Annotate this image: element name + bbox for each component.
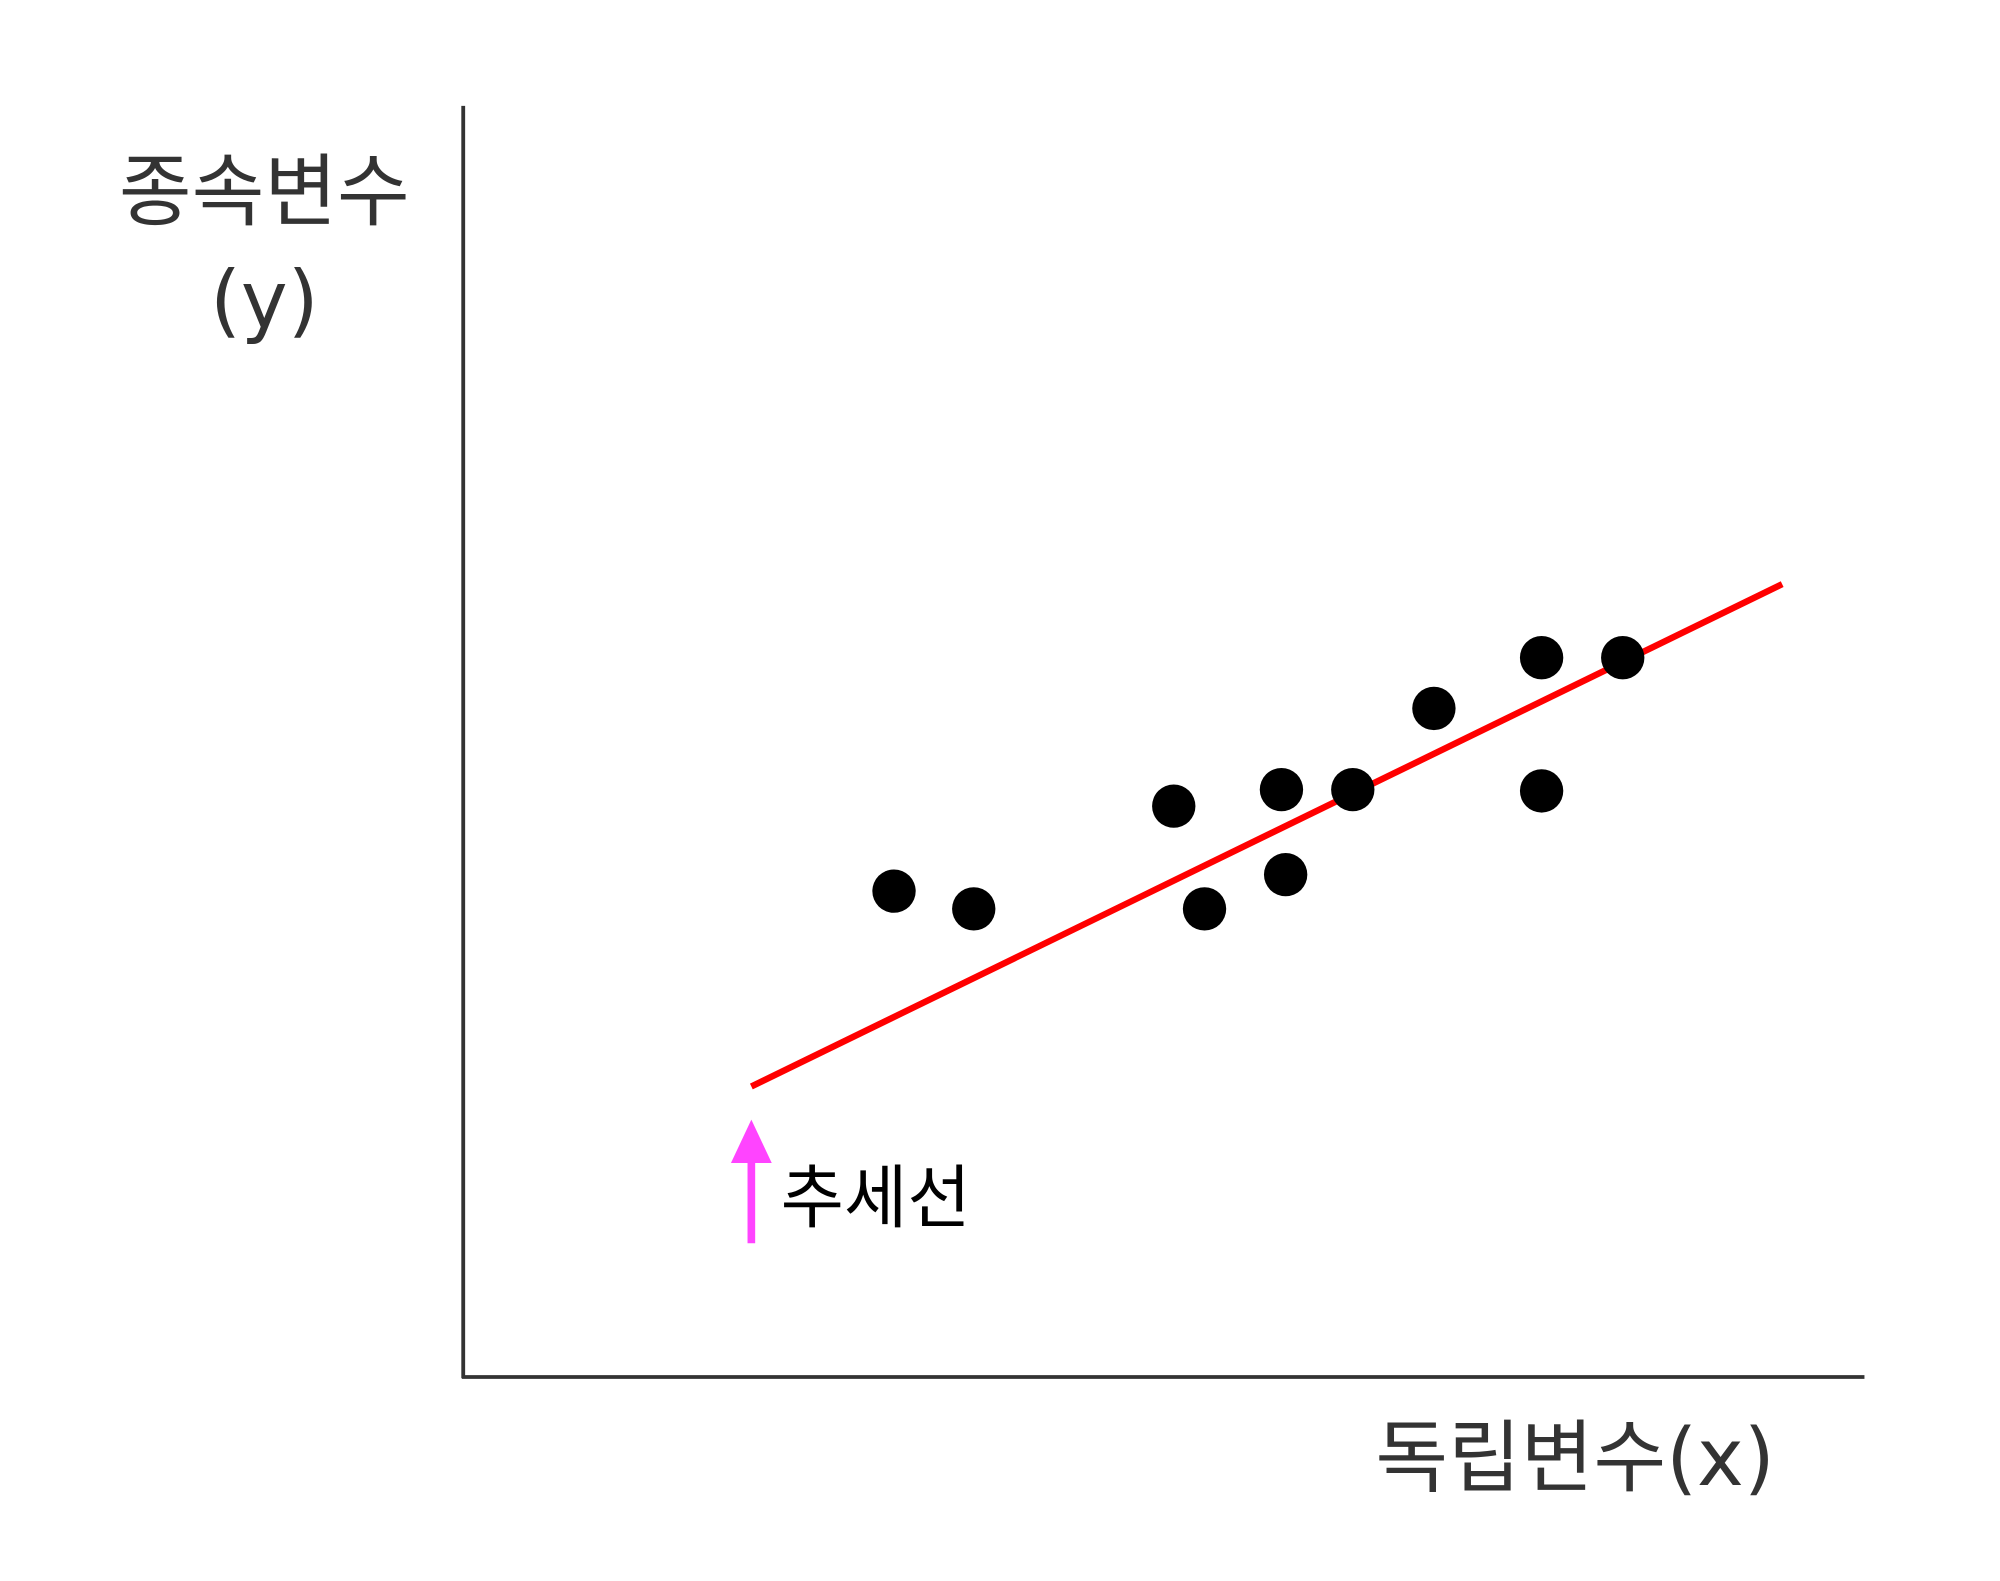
point xyxy=(1152,784,1196,828)
point xyxy=(952,887,996,931)
y-axis-label: (y) xyxy=(210,254,318,346)
x-axis-label: 독립변수(x) xyxy=(1375,1412,1774,1504)
point xyxy=(1519,636,1564,680)
point xyxy=(1263,852,1308,897)
point xyxy=(872,869,916,913)
annotation-arrow-head xyxy=(730,1119,772,1163)
point xyxy=(1412,686,1456,731)
point xyxy=(1331,767,1375,812)
point xyxy=(1182,887,1227,931)
point xyxy=(1519,769,1564,813)
point xyxy=(1259,767,1304,812)
annotation: 추세선 xyxy=(781,1159,971,1239)
point xyxy=(1601,636,1645,680)
y-axis-label: 종속변수 xyxy=(119,146,410,238)
